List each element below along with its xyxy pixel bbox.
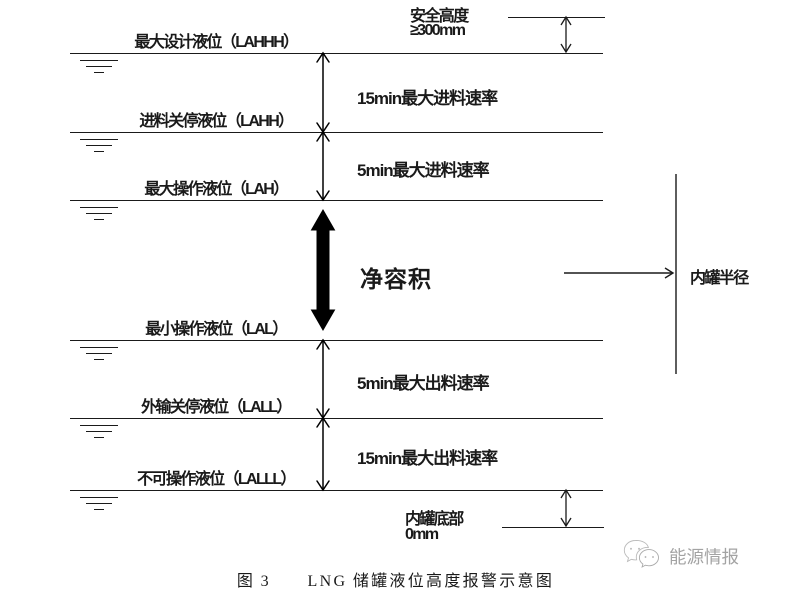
svg-text:能源情报: 能源情报 — [669, 547, 739, 567]
